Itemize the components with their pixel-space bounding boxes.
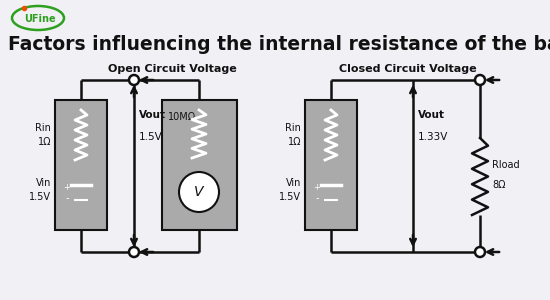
Text: 10MΩ: 10MΩ: [168, 112, 196, 122]
Text: 1.33V: 1.33V: [418, 132, 448, 142]
Text: +: +: [314, 184, 321, 193]
Text: 8Ω: 8Ω: [492, 179, 505, 190]
Text: Vin
1.5V: Vin 1.5V: [29, 178, 51, 202]
Text: Rin
1Ω: Rin 1Ω: [285, 123, 301, 147]
Text: -: -: [315, 193, 319, 203]
Text: Rload: Rload: [492, 160, 520, 170]
Circle shape: [475, 75, 485, 85]
Text: Factors influencing the internal resistance of the battery: Factors influencing the internal resista…: [8, 35, 550, 54]
Circle shape: [475, 247, 485, 257]
Text: Open Circuit Voltage: Open Circuit Voltage: [108, 64, 236, 74]
Text: UFine: UFine: [24, 14, 56, 24]
Bar: [162, 100, 237, 230]
Circle shape: [129, 75, 139, 85]
Text: -: -: [65, 193, 69, 203]
Text: Vin
1.5V: Vin 1.5V: [279, 178, 301, 202]
Circle shape: [129, 247, 139, 257]
Text: +: +: [64, 184, 70, 193]
Bar: [305, 100, 357, 230]
Bar: [55, 100, 107, 230]
Text: Vout: Vout: [418, 110, 445, 120]
Text: Rin
1Ω: Rin 1Ω: [35, 123, 51, 147]
Circle shape: [179, 172, 219, 212]
Text: Vout: Vout: [139, 110, 166, 120]
Text: 1.5V: 1.5V: [139, 132, 163, 142]
Text: V: V: [194, 185, 204, 199]
Text: Closed Circuit Voltage: Closed Circuit Voltage: [339, 64, 476, 74]
